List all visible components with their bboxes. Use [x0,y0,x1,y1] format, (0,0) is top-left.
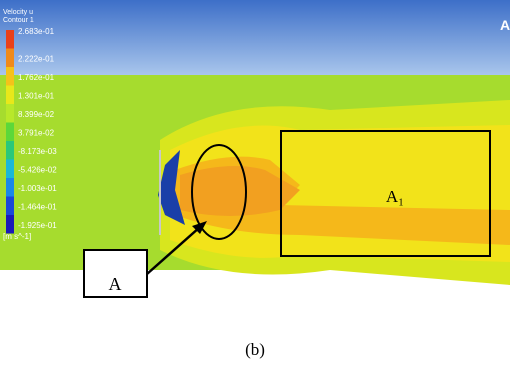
caption: (b) [245,340,265,359]
label-a: A [109,274,122,294]
legend-swatch [6,86,14,105]
legend-label: 2.683e-01 [18,27,55,36]
legend-swatch [6,215,14,234]
legend-swatch [6,141,14,160]
legend-label: -1.464e-01 [18,203,57,212]
legend-label: -8.173e-03 [18,147,57,156]
legend-swatch [6,123,14,142]
legend-label: 3.791e-02 [18,129,55,138]
background [0,0,510,75]
label-a1: A₁ [386,187,404,206]
logo: A [500,17,510,33]
legend-swatch [6,178,14,197]
legend-title: Velocity u [3,9,33,16]
contour-plot [0,0,510,285]
legend-label: 2.222e-01 [18,55,55,64]
legend-swatch [6,104,14,123]
legend-unit: [m s^-1] [3,232,31,241]
legend-label: -1.925e-01 [18,221,57,230]
legend-label: -5.426e-02 [18,166,57,175]
legend-subtitle: Contour 1 [3,17,34,24]
figure: Velocity u Contour 1 2.683e-01 2.222e-01 1… [0,0,510,367]
legend-swatch [6,49,14,68]
legend-swatch [6,30,14,49]
legend-label: 8.399e-02 [18,110,55,119]
legend-swatch [6,197,14,216]
legend-label: -1.003e-01 [18,184,57,193]
legend-label: 1.762e-01 [18,73,55,82]
legend-label: 1.301e-01 [18,92,55,101]
legend-swatch [6,67,14,86]
legend-swatch [6,160,14,179]
